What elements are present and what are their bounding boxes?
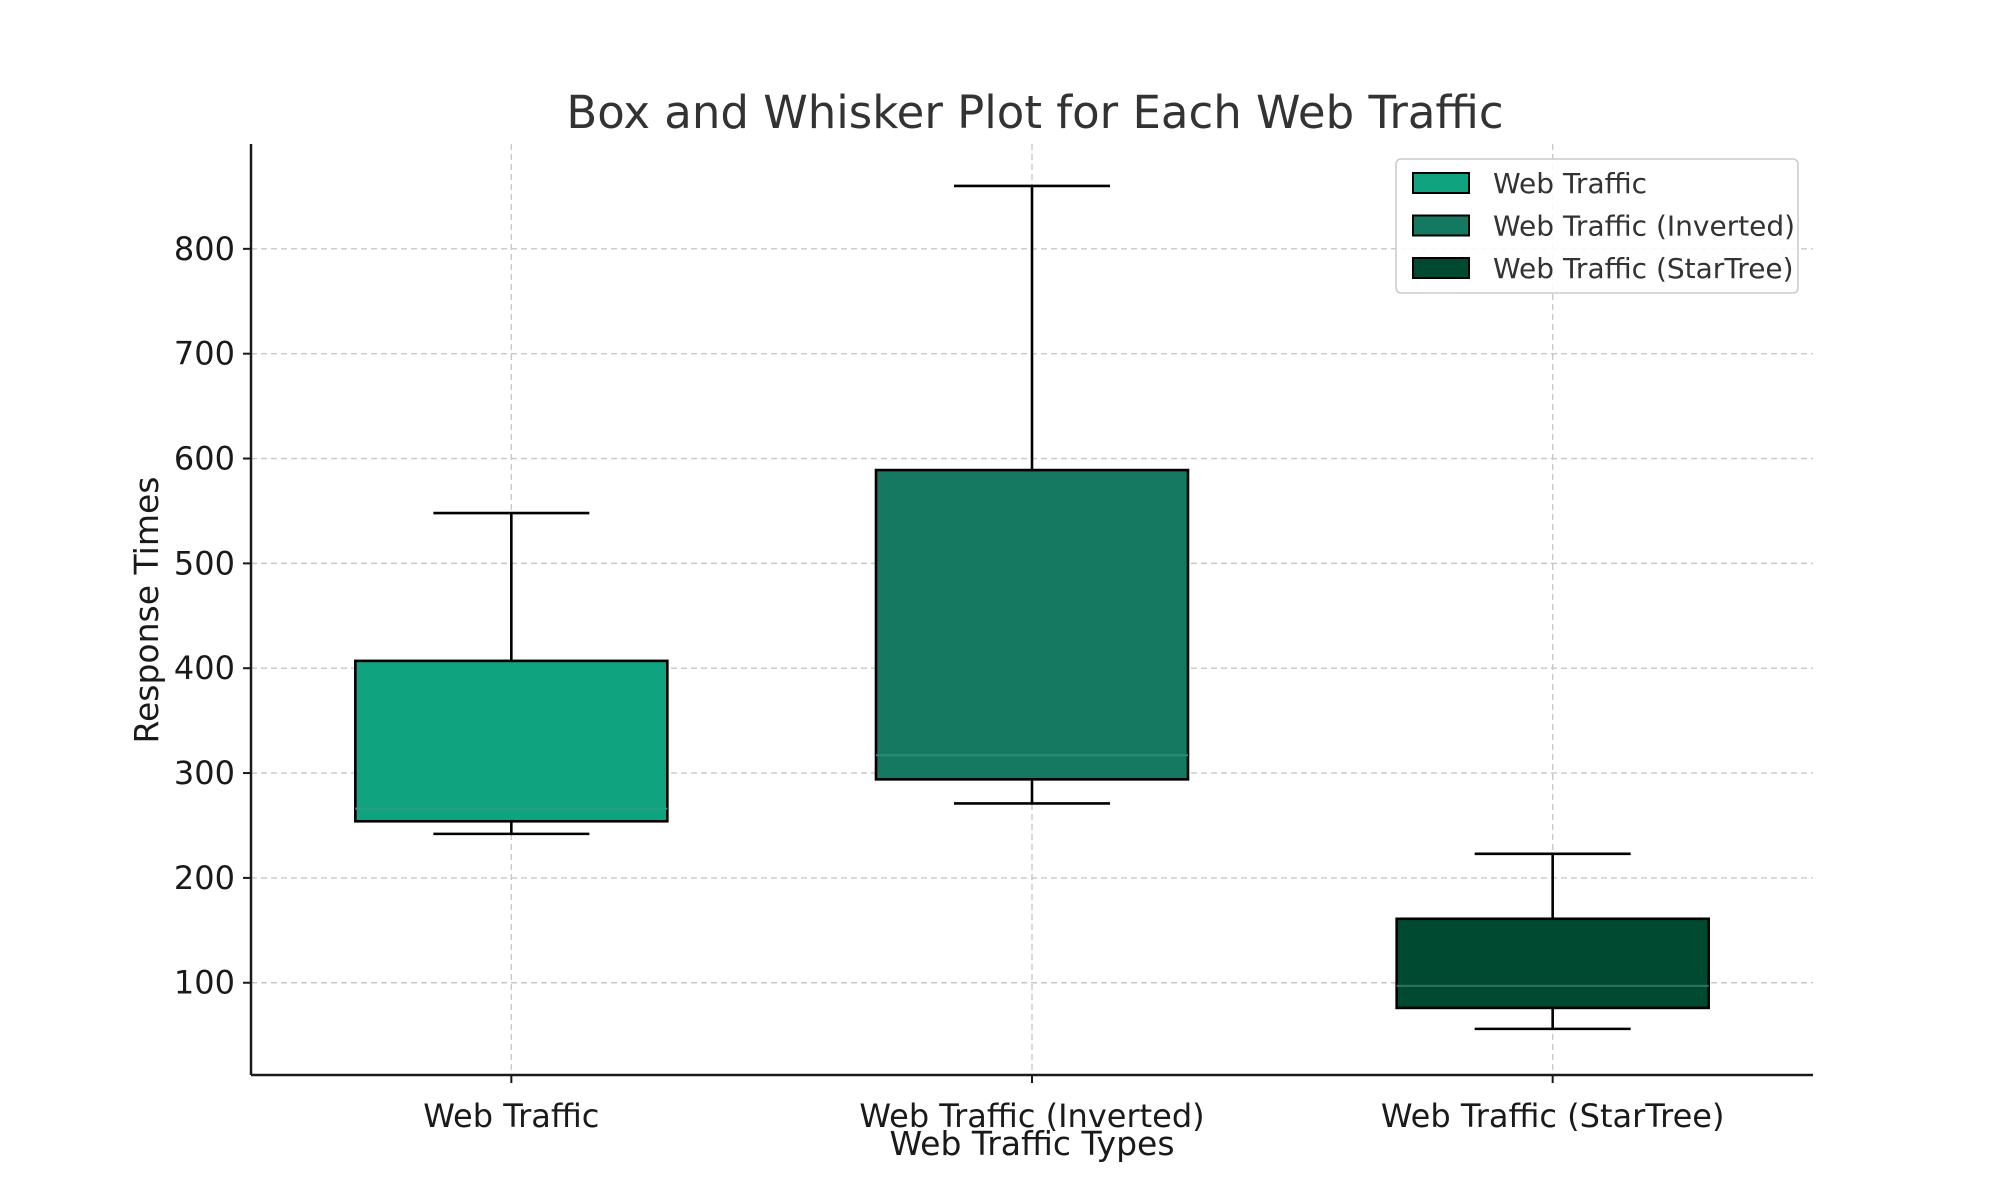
y-tick-label: 500 <box>174 544 235 582</box>
legend-label: Web Traffic <box>1493 167 1647 200</box>
y-tick-label: 200 <box>174 859 235 897</box>
y-tick-label: 400 <box>174 649 235 687</box>
box-group <box>1395 852 1710 1031</box>
box <box>874 468 1190 781</box>
y-tick-label: 700 <box>174 335 235 373</box>
box-layer <box>354 184 1710 1031</box>
x-tick-label: Web Traffic (Inverted) <box>859 1097 1204 1135</box>
y-axis-label: Response Times <box>127 477 166 744</box>
chart-title: Box and Whisker Plot for Each Web Traffi… <box>566 86 1503 139</box>
box <box>1395 917 1710 1010</box>
legend-frame <box>1395 158 1799 294</box>
x-tick-label: Web Traffic <box>423 1097 599 1135</box>
x-axis-label: Web Traffic Types <box>889 1124 1174 1163</box>
box <box>354 659 669 823</box>
y-tick-label: 600 <box>174 440 235 478</box>
y-tick-label: 100 <box>174 964 235 1002</box>
x-tick-label: Web Traffic (StarTree) <box>1381 1097 1725 1135</box>
y-tick-label: 300 <box>174 754 235 792</box>
box-group <box>354 511 669 836</box>
legend-label: Web Traffic (Inverted) <box>1493 210 1795 243</box>
legend-label: Web Traffic (StarTree) <box>1493 252 1794 285</box>
legend: Web Traffic Web Traffic (Inverted) Web Tra… <box>1395 158 1799 294</box>
legend-swatch <box>1412 214 1470 237</box>
legend-swatch <box>1412 257 1470 279</box>
box-group <box>874 184 1190 805</box>
y-tick-label: 800 <box>174 230 235 268</box>
legend-swatch <box>1412 172 1470 194</box>
